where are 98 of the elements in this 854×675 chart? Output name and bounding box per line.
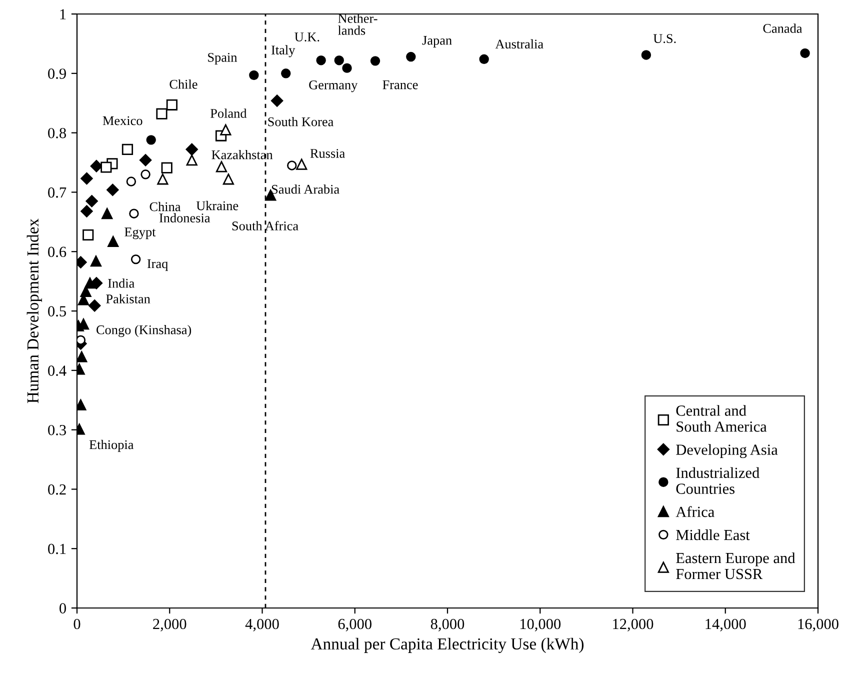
point xyxy=(108,236,119,248)
annotation: Iraq xyxy=(147,259,168,271)
point xyxy=(100,162,112,173)
point xyxy=(281,68,291,78)
x-tick-label: 0 xyxy=(74,618,80,630)
point xyxy=(126,176,136,186)
point xyxy=(80,205,93,218)
annotation: Mexico xyxy=(102,116,142,126)
annotation: Congo (Kinshasa) xyxy=(96,325,192,338)
point xyxy=(139,154,152,166)
point xyxy=(220,124,232,136)
annotation: Chile xyxy=(170,79,198,89)
annotation: Italy xyxy=(271,45,296,58)
point xyxy=(270,94,284,107)
x-tick-label: 4,000 xyxy=(245,618,279,632)
x-tick-label: 14,000 xyxy=(706,618,746,632)
annotation: Canada xyxy=(763,24,802,33)
x-tick-label: 8,000 xyxy=(430,618,464,632)
point xyxy=(161,162,172,174)
y-tick-label: 0.1 xyxy=(48,544,66,554)
point xyxy=(166,99,178,110)
annotation: South Korea xyxy=(268,116,334,126)
annotation: Australia xyxy=(495,39,544,49)
y-tick-label: 0.4 xyxy=(48,366,66,376)
point xyxy=(88,300,101,312)
point xyxy=(370,56,380,66)
point xyxy=(86,195,98,208)
x-tick-label: 16,000 xyxy=(798,618,838,632)
point xyxy=(84,278,96,289)
point xyxy=(342,63,352,73)
point xyxy=(77,351,88,362)
legend-label: Central and South America xyxy=(676,405,767,432)
annotation: Nether- lands xyxy=(338,14,378,35)
point xyxy=(296,158,308,170)
point xyxy=(641,50,652,60)
annotation: South Africa xyxy=(232,221,298,230)
point xyxy=(146,135,156,145)
x-axis-title: Annual per Capita Electricity Use (kWh) xyxy=(310,638,584,653)
point xyxy=(140,170,150,180)
point xyxy=(80,172,93,185)
point xyxy=(90,256,102,267)
annotation: China xyxy=(150,202,181,212)
y-tick-label: 0.9 xyxy=(48,68,66,79)
annotation: Saudi Arabia xyxy=(272,184,340,194)
point xyxy=(82,229,94,241)
point xyxy=(122,144,134,155)
annotation: Ukraine xyxy=(196,200,238,210)
x-tick-label: 6,000 xyxy=(338,618,372,632)
legend-label: Developing Asia xyxy=(676,444,778,458)
annotation: India xyxy=(108,278,134,288)
y-tick-label: 0.5 xyxy=(48,306,66,317)
y-axis-title: Human Development Index xyxy=(26,218,42,404)
annotation: U.S. xyxy=(653,34,676,44)
annotation: Egypt xyxy=(124,228,156,240)
point xyxy=(222,174,234,185)
annotation: U.K. xyxy=(294,32,320,42)
point xyxy=(129,208,139,218)
y-tick-label: 0.3 xyxy=(48,424,66,436)
point xyxy=(186,154,198,166)
point xyxy=(102,208,113,220)
annotation: Ethiopia xyxy=(89,440,134,452)
point xyxy=(479,54,489,64)
annotation: Russia xyxy=(310,148,345,158)
point xyxy=(80,286,92,297)
annotation: Japan xyxy=(422,36,452,48)
legend-label: Industrialized Countries xyxy=(676,467,760,494)
annotation: Kazakhstan xyxy=(212,150,273,160)
legend-label: Eastern Europe and Former USSR xyxy=(676,552,796,580)
annotation: Germany xyxy=(309,80,358,92)
y-tick-label: 0.8 xyxy=(48,128,66,138)
point xyxy=(77,335,86,345)
y-tick-label: 0.7 xyxy=(48,187,66,198)
legend-label: Middle East xyxy=(676,529,750,540)
point xyxy=(216,161,228,172)
y-tick-label: 0 xyxy=(60,603,66,614)
point xyxy=(156,108,168,120)
point xyxy=(157,174,168,185)
annotation: Pakistan xyxy=(106,294,150,304)
annotation: Indonesia xyxy=(159,213,210,222)
legend-label: Africa xyxy=(676,506,714,518)
x-tick-label: 2,000 xyxy=(153,618,186,632)
y-tick-label: 1 xyxy=(60,9,66,20)
point xyxy=(800,48,810,58)
point xyxy=(130,254,141,264)
point xyxy=(316,55,326,66)
annotation: France xyxy=(382,80,418,90)
point xyxy=(287,160,297,170)
y-tick-label: 0.6 xyxy=(48,246,66,258)
point xyxy=(186,143,198,156)
x-tick-label: 12,000 xyxy=(613,618,654,632)
point xyxy=(106,184,119,196)
point xyxy=(249,70,259,80)
x-tick-label: 10,000 xyxy=(520,618,561,632)
y-tick-label: 0.2 xyxy=(48,484,66,495)
annotation: Poland xyxy=(210,108,247,118)
point xyxy=(406,52,416,62)
point xyxy=(334,55,344,66)
annotation: Spain xyxy=(208,52,238,64)
